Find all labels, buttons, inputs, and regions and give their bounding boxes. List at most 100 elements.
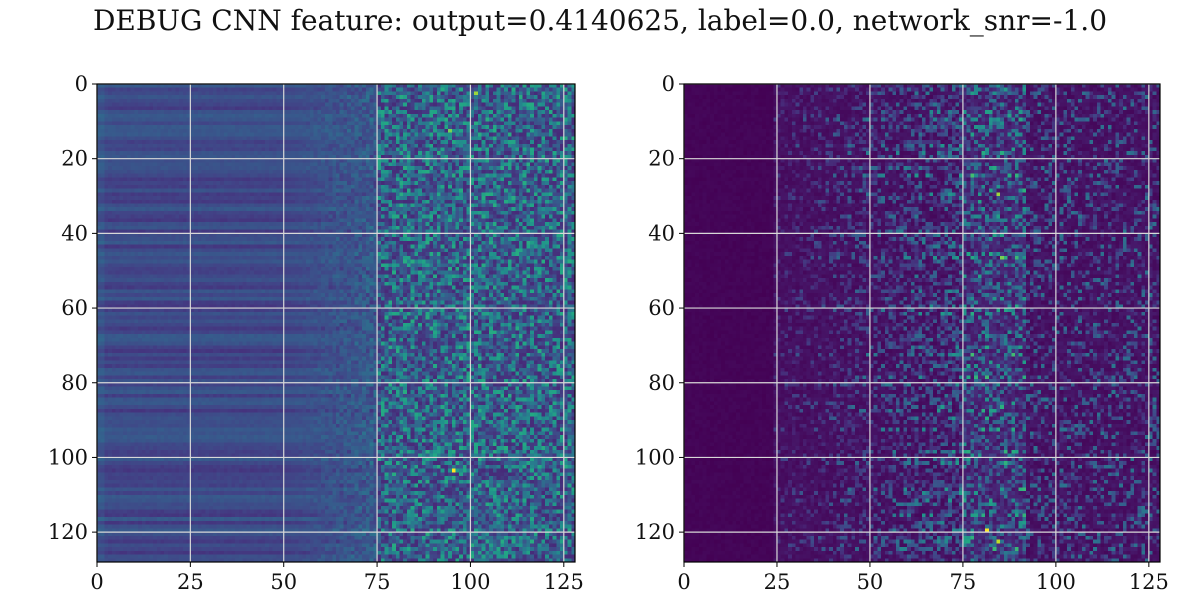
heatmap-cell bbox=[526, 98, 531, 104]
heatmap-cell bbox=[477, 199, 483, 205]
heatmap-cell bbox=[265, 136, 270, 141]
heatmap-cell bbox=[492, 98, 498, 104]
heatmap-cell bbox=[369, 188, 374, 193]
heatmap-cell bbox=[321, 199, 326, 205]
heatmap-cell bbox=[231, 84, 236, 89]
heatmap-cell bbox=[306, 98, 311, 104]
heatmap-cell bbox=[111, 166, 117, 171]
heatmap-cell bbox=[130, 102, 135, 107]
heatmap-cell bbox=[496, 166, 501, 171]
heatmap-cell bbox=[507, 177, 513, 182]
heatmap-cell bbox=[489, 225, 494, 231]
heatmap-cell bbox=[119, 207, 124, 212]
heatmap-cell bbox=[115, 214, 120, 220]
heatmap-cell bbox=[537, 87, 542, 93]
heatmap-cell bbox=[421, 188, 427, 193]
heatmap-cell bbox=[265, 173, 270, 178]
heatmap-cell bbox=[167, 95, 173, 100]
heatmap-cell bbox=[212, 91, 218, 96]
heatmap-cell bbox=[343, 218, 348, 223]
heatmap-cell bbox=[257, 98, 262, 104]
heatmap-cell bbox=[343, 113, 348, 119]
heatmap-cell bbox=[216, 214, 221, 220]
heatmap-cell bbox=[223, 162, 229, 167]
heatmap-cell bbox=[392, 121, 397, 126]
heatmap-cell bbox=[223, 113, 229, 119]
heatmap-cell bbox=[399, 192, 404, 197]
heatmap-cell bbox=[182, 102, 188, 107]
heatmap-cell bbox=[500, 222, 505, 227]
heatmap-cell bbox=[111, 192, 117, 197]
heatmap-cell bbox=[306, 106, 311, 111]
heatmap-cell bbox=[186, 117, 191, 122]
heatmap-cell bbox=[507, 98, 513, 104]
heatmap-cell bbox=[541, 154, 546, 160]
heatmap-cell bbox=[530, 110, 535, 115]
heatmap-cell bbox=[377, 188, 382, 193]
heatmap-cell bbox=[279, 91, 285, 96]
heatmap-cell bbox=[377, 158, 382, 164]
heatmap-cell bbox=[205, 98, 210, 104]
heatmap-cell bbox=[111, 132, 117, 137]
heatmap-cell bbox=[358, 102, 363, 107]
heatmap-cell bbox=[313, 147, 318, 152]
heatmap-cell bbox=[526, 214, 531, 220]
heatmap-cell bbox=[108, 98, 113, 104]
heatmap-cell bbox=[276, 121, 281, 126]
heatmap-cell bbox=[354, 143, 359, 149]
heatmap-cell bbox=[108, 102, 113, 107]
heatmap-cell bbox=[336, 110, 341, 115]
heatmap-cell bbox=[459, 154, 464, 160]
heatmap-cell bbox=[97, 158, 102, 164]
heatmap-cell bbox=[115, 147, 120, 152]
heatmap-cell bbox=[339, 143, 345, 149]
heatmap-cell bbox=[138, 222, 143, 227]
heatmap-cell bbox=[358, 113, 363, 119]
heatmap-cell bbox=[392, 210, 397, 216]
heatmap-cell bbox=[406, 106, 412, 111]
heatmap-cell bbox=[257, 136, 262, 141]
heatmap-cell bbox=[268, 207, 274, 212]
heatmap-cell bbox=[182, 128, 188, 134]
heatmap-cell bbox=[130, 214, 135, 220]
heatmap-cell bbox=[563, 117, 569, 122]
heatmap-cell bbox=[145, 113, 150, 119]
heatmap-cell bbox=[489, 218, 494, 223]
heatmap-cell bbox=[283, 199, 289, 205]
heatmap-cell bbox=[160, 177, 165, 182]
heatmap-cell bbox=[395, 184, 401, 190]
heatmap-cell bbox=[272, 125, 277, 130]
heatmap-cell bbox=[560, 196, 565, 201]
heatmap-cell bbox=[190, 177, 195, 182]
heatmap-cell bbox=[100, 151, 106, 156]
heatmap-cell bbox=[455, 87, 460, 93]
heatmap-cell bbox=[526, 110, 531, 115]
heatmap-cell bbox=[324, 181, 330, 186]
heatmap-cell bbox=[317, 154, 322, 160]
heatmap-cell bbox=[324, 117, 330, 122]
heatmap-cell bbox=[530, 128, 535, 134]
heatmap-cell bbox=[537, 121, 542, 126]
heatmap-cell bbox=[242, 102, 247, 107]
heatmap-cell bbox=[123, 121, 128, 126]
heatmap-cell bbox=[470, 121, 475, 126]
heatmap-cell bbox=[380, 192, 386, 197]
heatmap-cell bbox=[209, 207, 214, 212]
heatmap-cell bbox=[235, 121, 240, 126]
heatmap-cell bbox=[246, 225, 251, 231]
heatmap-cell bbox=[306, 136, 311, 141]
heatmap-cell bbox=[235, 184, 240, 190]
heatmap-cell bbox=[429, 154, 434, 160]
heatmap-cell bbox=[291, 169, 296, 175]
heatmap-cell bbox=[485, 102, 490, 107]
heatmap-cell bbox=[470, 98, 475, 104]
heatmap-cell bbox=[227, 162, 233, 167]
heatmap-cell bbox=[130, 110, 135, 115]
heatmap-cell bbox=[220, 140, 225, 145]
heatmap-cell bbox=[358, 169, 363, 175]
heatmap-cell bbox=[194, 199, 199, 205]
heatmap-cell bbox=[533, 169, 539, 175]
heatmap-cell bbox=[205, 173, 210, 178]
heatmap-cell bbox=[235, 225, 240, 231]
heatmap-cell bbox=[399, 210, 404, 216]
